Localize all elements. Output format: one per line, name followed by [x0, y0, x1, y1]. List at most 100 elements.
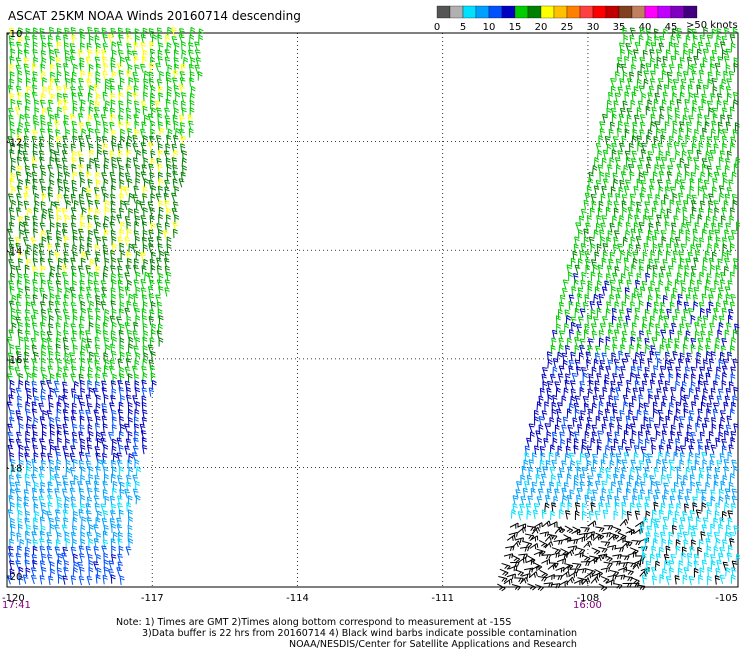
wind-barb	[16, 185, 23, 195]
wind-barb	[714, 343, 720, 354]
wind-barb	[23, 128, 30, 138]
wind-barb	[85, 452, 91, 462]
wind-barb	[166, 243, 172, 254]
wind-barb	[605, 336, 611, 346]
wind-barb	[142, 357, 148, 368]
wind-barb	[72, 516, 78, 527]
wind-barb	[651, 509, 657, 519]
wind-barb	[587, 388, 594, 398]
wind-barb	[14, 106, 21, 116]
wind-barb	[24, 286, 31, 296]
wind-barb	[81, 251, 87, 262]
time-label-left: 17:41	[2, 600, 31, 611]
wind-barb	[725, 121, 731, 131]
wind-barb	[86, 187, 92, 197]
wind-barb	[547, 359, 553, 369]
wind-barb	[624, 352, 631, 363]
legend-swatch	[657, 5, 672, 19]
wind-barb	[715, 70, 721, 81]
wind-barb	[588, 510, 595, 521]
wind-barb	[647, 92, 653, 102]
wind-barb	[7, 423, 14, 433]
wind-barb	[730, 337, 737, 347]
wind-barb	[69, 55, 76, 66]
wind-barb	[94, 344, 101, 354]
wind-barb	[126, 280, 133, 290]
wind-barb	[618, 566, 628, 573]
wind-barb	[622, 100, 628, 111]
wind-barb	[630, 200, 636, 210]
wind-barb	[584, 294, 590, 304]
wind-barb	[102, 574, 108, 585]
wind-barb	[725, 387, 732, 398]
wind-barb	[85, 134, 92, 145]
wind-barb	[526, 510, 532, 520]
wind-barb	[517, 526, 526, 534]
wind-barb	[697, 214, 703, 224]
wind-barb	[57, 193, 63, 204]
wind-barb	[728, 314, 733, 325]
wind-barb	[616, 62, 622, 73]
wind-barb	[645, 458, 652, 469]
wind-barb	[575, 366, 582, 376]
wind-barb	[564, 322, 570, 333]
wind-barb	[620, 48, 626, 59]
wind-barb	[559, 509, 564, 519]
wind-barb	[127, 178, 133, 188]
wind-barb	[178, 178, 185, 188]
wind-barb	[677, 567, 683, 578]
wind-barb	[123, 200, 130, 211]
wind-barb	[25, 480, 31, 491]
wind-barb	[707, 156, 714, 166]
wind-barb	[612, 344, 618, 354]
wind-barb	[639, 114, 646, 124]
wind-barb	[728, 179, 734, 189]
wind-barb	[120, 56, 125, 67]
wind-barb	[70, 445, 76, 455]
wind-barb	[654, 518, 661, 528]
wind-barb	[714, 207, 720, 217]
wind-barb	[539, 387, 545, 398]
wind-barb	[56, 27, 62, 38]
wind-barb	[625, 488, 631, 498]
wind-barb	[655, 481, 661, 491]
legend-swatch	[631, 5, 646, 19]
wind-barb	[49, 444, 55, 455]
legend-swatch	[644, 5, 659, 19]
wind-barb	[659, 114, 665, 124]
wind-barb	[63, 294, 70, 304]
wind-barb	[78, 49, 84, 59]
wind-barb	[693, 567, 699, 578]
wind-barb	[591, 200, 597, 210]
wind-barb	[39, 545, 46, 556]
wind-barb	[150, 193, 156, 203]
wind-barb	[71, 538, 78, 549]
wind-barb	[710, 496, 716, 506]
wind-barb	[706, 308, 712, 318]
wind-barb	[611, 149, 617, 159]
wind-barb	[720, 41, 726, 51]
wind-barb	[696, 149, 702, 160]
wind-barb	[697, 79, 704, 89]
wind-barb	[730, 229, 737, 240]
wind-barb	[34, 120, 40, 130]
wind-barb	[506, 534, 516, 541]
wind-barb	[78, 77, 84, 88]
wind-barb	[133, 258, 139, 268]
wind-barb	[87, 178, 93, 189]
wind-barb	[586, 358, 592, 369]
wind-barb	[142, 193, 148, 203]
legend-tick-label: 20	[535, 22, 548, 33]
wind-barb	[568, 329, 575, 339]
wind-barb	[56, 41, 62, 51]
wind-barb	[96, 136, 102, 146]
wind-barb	[555, 387, 561, 397]
wind-barb	[647, 151, 654, 161]
wind-barb	[164, 257, 170, 268]
wind-barb	[95, 179, 101, 189]
wind-barb	[8, 552, 14, 562]
wind-barb	[606, 143, 612, 154]
wind-barb	[720, 215, 726, 225]
wind-barb	[108, 560, 115, 570]
wind-barb	[566, 473, 572, 483]
